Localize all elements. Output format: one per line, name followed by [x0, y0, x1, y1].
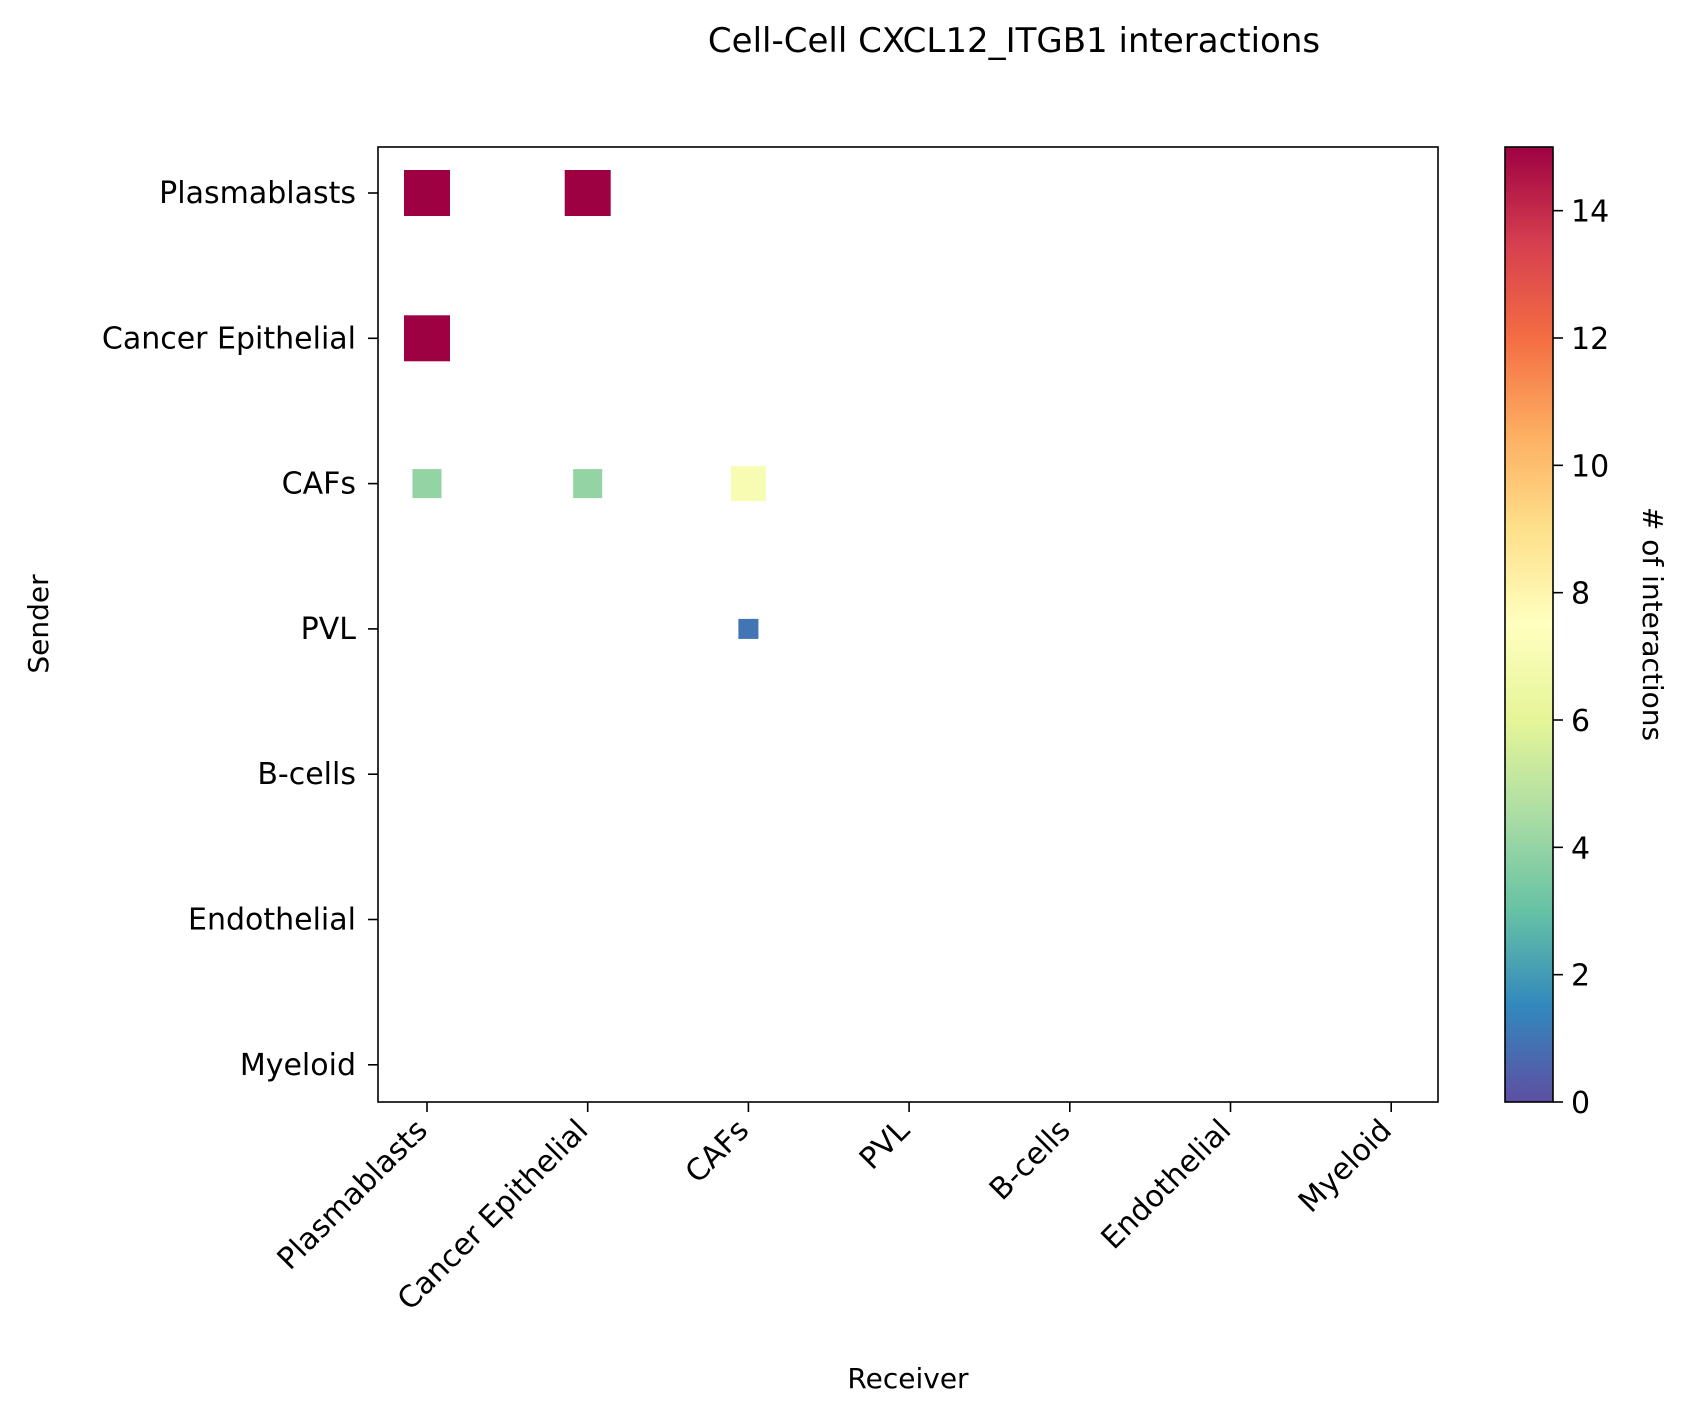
heatmap-cell	[738, 618, 759, 639]
colorbar-tick-label: 12	[1571, 322, 1609, 357]
y-tick-label: Cancer Epithelial	[102, 321, 356, 356]
x-tick-label: Endothelial	[1095, 1113, 1239, 1257]
chart-title: Cell-Cell CXCL12_ITGB1 interactions	[708, 21, 1320, 61]
x-tick-label: CAFs	[679, 1113, 756, 1190]
colorbar-tick-label: 6	[1571, 704, 1590, 739]
heatmap-cell	[412, 469, 442, 499]
plot-area: Plasmablasts Cancer Epithelial CAFs PVL B-ce…	[102, 146, 1439, 1317]
heatmap-cell	[404, 170, 450, 216]
x-tick-label: B-cells	[983, 1113, 1078, 1208]
y-tick-label: Endothelial	[188, 903, 356, 938]
x-tick-label: PVL	[853, 1113, 917, 1177]
x-tick-label: Myeloid	[1292, 1113, 1399, 1220]
y-tick-label: B-cells	[257, 757, 356, 792]
heatmap-cell	[404, 315, 450, 362]
y-tick-label: Myeloid	[240, 1048, 356, 1083]
colorbar-tick-label: 4	[1571, 831, 1590, 866]
y-axis-label: Sender	[22, 574, 55, 674]
colorbar-tick-label: 14	[1571, 195, 1609, 230]
x-axis-label: Receiver	[847, 1362, 969, 1395]
heatmap-marks	[404, 170, 766, 639]
y-tick-label: PVL	[301, 612, 357, 647]
y-axis-ticks: Plasmablasts Cancer Epithelial CAFs PVL B-ce…	[102, 176, 378, 1083]
plot-frame	[377, 146, 1439, 1103]
y-tick-label: Plasmablasts	[159, 176, 356, 211]
colorbar-tick-label: 8	[1571, 577, 1590, 612]
heatmap-cell	[564, 170, 611, 216]
colorbar-gradient	[1504, 146, 1554, 1103]
colorbar-tick-label: 2	[1571, 959, 1590, 994]
colorbar-tick-label: 10	[1571, 449, 1609, 484]
heatmap-cell	[730, 466, 766, 502]
x-tick-label: Plasmablasts	[271, 1113, 435, 1277]
colorbar-tick-label: 0	[1571, 1086, 1590, 1121]
colorbar-ticks: 0 2 4 6 8 10 12 14	[1553, 195, 1609, 1121]
colorbar-label: # of interactions	[1636, 507, 1669, 741]
y-tick-label: CAFs	[282, 467, 356, 502]
heatmap-cell	[573, 469, 603, 499]
colorbar: 0 2 4 6 8 10 12 14 # of interactions	[1504, 146, 1669, 1121]
